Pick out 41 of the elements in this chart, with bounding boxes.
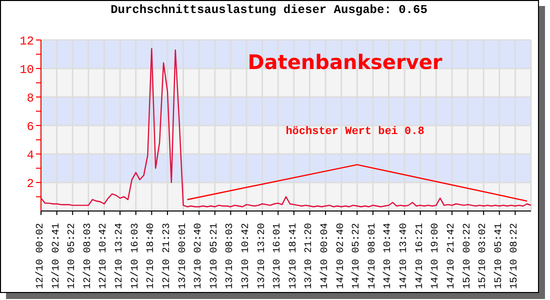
y-tick-label: 2 <box>26 176 34 191</box>
x-tick-label: 14/10 02:40 <box>334 223 347 290</box>
x-tick-label: 12/10 18:40 <box>145 223 158 290</box>
x-tick-label: 13/10 13:20 <box>256 223 268 290</box>
x-tick-label: 14/10 05:22 <box>350 223 363 290</box>
x-tick-label: 15/10 00:22 <box>461 223 474 290</box>
x-tick-label: 14/10 21:42 <box>445 223 458 290</box>
x-tick-label: 14/10 10:44 <box>382 223 394 290</box>
x-tick-label: 12/10 08:03 <box>82 223 94 290</box>
x-tick-label: 14/10 00:04 <box>319 223 332 290</box>
x-tick-label: 13/10 18:41 <box>287 223 300 290</box>
y-tick-label: 8 <box>26 91 34 106</box>
chart-title: Durchschnittsauslastung dieser Ausgabe: 0.65 <box>110 3 428 17</box>
x-tick-label: 12/10 21:23 <box>160 223 173 290</box>
annotation: höchster Wert bei 0.8 <box>284 126 426 138</box>
x-tick-label: 13/10 02:40 <box>192 223 205 290</box>
x-tick-label: 12/10 05:22 <box>66 223 78 290</box>
x-tick-label: 15/10 05:41 <box>492 223 505 290</box>
x-tick-label: 13/10 21:20 <box>303 223 316 290</box>
x-tick-label: 13/10 08:03 <box>224 223 236 290</box>
x-tick-label: 15/10 03:02 <box>477 223 490 290</box>
y-tick-label: 4 <box>26 148 34 162</box>
y-tick-label: 6 <box>26 120 34 134</box>
x-tick-label: 14/10 08:01 <box>366 223 378 290</box>
x-tick-label: 12/10 13:24 <box>114 223 126 290</box>
x-tick-label: 13/10 00:01 <box>176 223 189 290</box>
x-tick-label: 13/10 16:01 <box>272 223 284 290</box>
x-tick-label: 12/10 00:02 <box>34 223 46 290</box>
x-tick-label: 14/10 16:21 <box>414 223 426 290</box>
x-tick-label: 12/10 10:42 <box>98 223 110 290</box>
line-series <box>41 48 531 208</box>
annotation: Datenbankserver <box>246 50 444 74</box>
x-tick-label: 15/10 08:22 <box>508 223 521 290</box>
x-tick-label: 13/10 05:21 <box>208 223 220 290</box>
x-tick-label: 12/10 16:03 <box>129 223 142 290</box>
x-tick-label: 14/10 19:00 <box>430 223 442 290</box>
x-tick-label: 14/10 13:40 <box>398 223 410 290</box>
y-tick-label: 10 <box>20 62 34 77</box>
y-tick-label: 12 <box>20 34 34 48</box>
x-tick-label: 13/10 10:42 <box>240 223 252 290</box>
x-tick-label: 12/10 02:41 <box>50 223 62 290</box>
